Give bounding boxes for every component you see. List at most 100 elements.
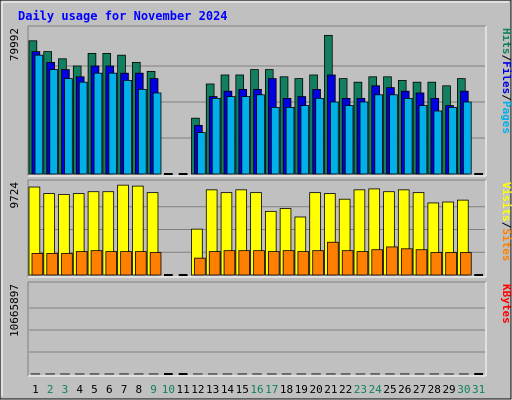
top-pages-bar-day-13 [211,97,221,175]
x-label-day-30: 30 [457,383,470,396]
top-ymax-label: 79992 [8,28,21,61]
x-label-day-20: 20 [309,383,322,396]
x-label-day-21: 21 [324,383,337,396]
x-label-day-4: 4 [76,383,83,396]
x-label-day-7: 7 [121,383,128,396]
legend-label-visits: Visits [500,182,512,222]
top-legend-labels: Hits/Files/Pages [500,28,512,134]
top-pages-bar-day-14 [226,96,236,175]
top-pages-bar-day-17 [270,106,280,175]
legend-label-sites: Sites [500,228,512,261]
top-pages-bar-day-3 [64,78,73,175]
top-pages-bar-day-29 [448,106,457,175]
x-label-day-10: 10 [162,383,175,396]
top-panel: 79992 Hits/Files/Pages [8,25,512,177]
middle-sites-bar-day-3 [61,253,73,276]
x-label-day-25: 25 [383,383,396,396]
x-label-day-17: 17 [265,383,278,396]
top-pages-bar-day-28 [433,110,443,175]
legend-label-pages: Pages [500,101,512,134]
middle-sites-bar-day-7 [120,251,132,276]
legend-label-separator: / [500,222,512,229]
legend-label-files: Files [500,61,512,94]
middle-sites-bar-day-4 [75,251,88,276]
middle-sites-bar-day-5 [90,250,103,276]
bottom-legend-labels: KBytes [500,284,512,324]
x-label-day-14: 14 [221,383,235,396]
x-label-day-31: 31 [472,383,485,396]
x-label-day-18: 18 [280,383,293,396]
x-label-day-11: 11 [177,383,190,396]
x-label-day-5: 5 [91,383,98,396]
middle-sites-bar-day-27 [415,249,428,276]
x-label-day-27: 27 [413,383,426,396]
top-pages-bar-day-1 [34,54,44,175]
middle-sites-bar-day-1 [31,253,44,276]
top-pages-bar-day-7 [123,79,132,175]
legend-label-hits: Hits [500,28,512,55]
middle-sites-bar-day-8 [135,251,147,276]
top-pages-bar-day-24 [374,94,383,175]
middle-sites-bar-day-28 [430,252,443,276]
x-label-day-24: 24 [369,383,383,396]
top-pages-bar-day-18 [285,106,295,175]
middle-sites-bar-day-14 [223,250,236,276]
top-pages-bar-day-19 [300,105,310,175]
middle-sites-bar-day-18 [282,250,295,276]
middle-legend-labels: Visits/Sites [500,182,512,262]
top-pages-bar-day-16 [256,94,265,175]
top-pages-bar-day-15 [241,96,251,175]
legend-label-separator: / [500,94,512,101]
x-label-day-6: 6 [106,383,113,396]
middle-sites-bar-day-6 [105,251,118,276]
middle-sites-bar-day-29 [445,252,457,276]
middle-sites-bar-day-24 [371,249,383,276]
top-pages-bar-day-9 [152,92,162,175]
x-label-day-19: 19 [295,383,308,396]
top-pages-bar-day-2 [49,69,58,175]
top-pages-bar-day-8 [138,88,147,175]
bottom-ymax-label: 10665897 [8,284,21,337]
legend-label-separator: / [500,55,512,62]
middle-sites-bar-day-17 [267,251,280,276]
x-label-day-12: 12 [191,383,204,396]
middle-sites-bar-day-13 [208,251,221,276]
top-pages-bar-day-23 [359,101,369,175]
x-label-day-9: 9 [150,383,157,396]
bottom-panel: 10665897 KBytes [8,281,512,377]
middle-sites-bar-day-9 [149,252,162,276]
top-pages-bar-day-4 [78,81,88,175]
x-label-day-2: 2 [47,383,54,396]
top-pages-bar-day-30 [463,101,472,175]
x-label-day-29: 29 [442,383,455,396]
top-pages-bar-day-20 [315,97,324,175]
top-pages-bar-day-21 [330,101,339,175]
middle-sites-bar-day-26 [400,248,413,276]
middle-panel: 9724 Visits/Sites [8,179,512,278]
top-pages-bar-day-25 [389,94,398,175]
top-pages-bar-day-12 [197,132,206,175]
middle-ymax-label: 9724 [8,182,21,209]
top-pages-bar-day-6 [108,72,118,175]
x-label-day-16: 16 [250,383,263,396]
x-label-day-28: 28 [428,383,441,396]
middle-sites-bar-day-2 [46,253,58,276]
middle-sites-bar-day-12 [194,257,206,276]
top-pages-bar-day-27 [418,105,428,175]
middle-sites-bar-day-21 [327,241,339,276]
middle-sites-bar-day-22 [341,250,354,276]
middle-sites-bar-day-16 [253,250,265,276]
top-pages-bar-day-5 [93,72,103,175]
x-label-day-22: 22 [339,383,352,396]
x-label-day-26: 26 [398,383,411,396]
x-label-day-15: 15 [236,383,249,396]
x-label-day-8: 8 [135,383,142,396]
chart-title: Daily usage for November 2024 [18,9,228,23]
middle-sites-bar-day-20 [312,250,324,276]
top-pages-bar-day-22 [344,105,354,175]
middle-sites-bar-day-25 [386,246,398,276]
legend-label-kbytes: KBytes [500,284,512,324]
x-label-day-3: 3 [62,383,69,396]
